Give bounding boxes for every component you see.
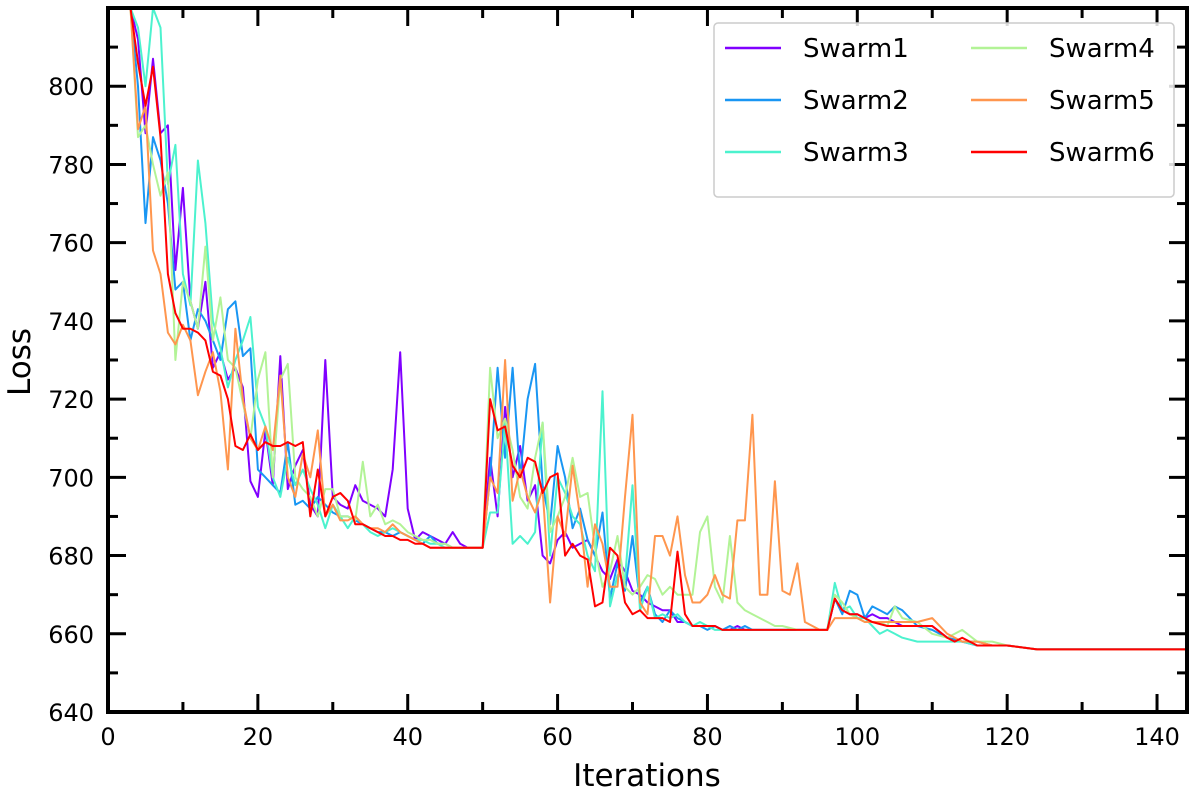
legend-label-swarm1: Swarm1 [803,34,909,64]
y-tick-label: 720 [48,386,94,414]
legend-label-swarm2: Swarm2 [803,86,909,116]
x-axis-title: Iterations [573,758,721,794]
y-tick-label: 660 [48,621,94,649]
legend-label-swarm4: Swarm4 [1049,34,1155,64]
x-tick-label: 80 [692,723,723,751]
series-line-swarm6 [129,8,1187,651]
plot-frame [106,6,1189,714]
y-tick-label: 680 [48,543,94,571]
series-line-swarm5 [129,8,1187,651]
y-tick-label: 640 [48,699,94,727]
legend-label-swarm6: Swarm6 [1049,138,1155,168]
series-layer [129,8,1187,651]
ticklabel-layer: 0 20 40 60 80 100 120 140 640 660 680 700 720 740 760 7… [48,73,1180,751]
x-tick-label: 140 [1134,723,1180,751]
y-tick-label: 800 [48,73,94,101]
x-tick-label: 120 [984,723,1030,751]
legend-label-swarm3: Swarm3 [803,138,909,168]
series-line-swarm4 [129,8,1187,651]
x-tick-label: 20 [243,723,274,751]
y-tick-label: 780 [48,151,94,179]
y-axis-title: Loss [2,328,38,396]
x-tick-label: 40 [392,723,423,751]
y-tick-label: 700 [48,464,94,492]
x-tick-label: 0 [100,723,115,751]
legend-box [713,22,1175,198]
legend-label-swarm5: Swarm5 [1049,86,1155,116]
y-tick-label: 760 [48,230,94,258]
x-tick-label: 100 [834,723,880,751]
series-line-swarm2 [129,8,1187,651]
x-tick-label: 60 [542,723,573,751]
legend: Swarm1 Swarm2 Swarm3 Swarm4 Swarm5 Swarm6 [713,22,1175,198]
y-tick-label: 740 [48,308,94,336]
